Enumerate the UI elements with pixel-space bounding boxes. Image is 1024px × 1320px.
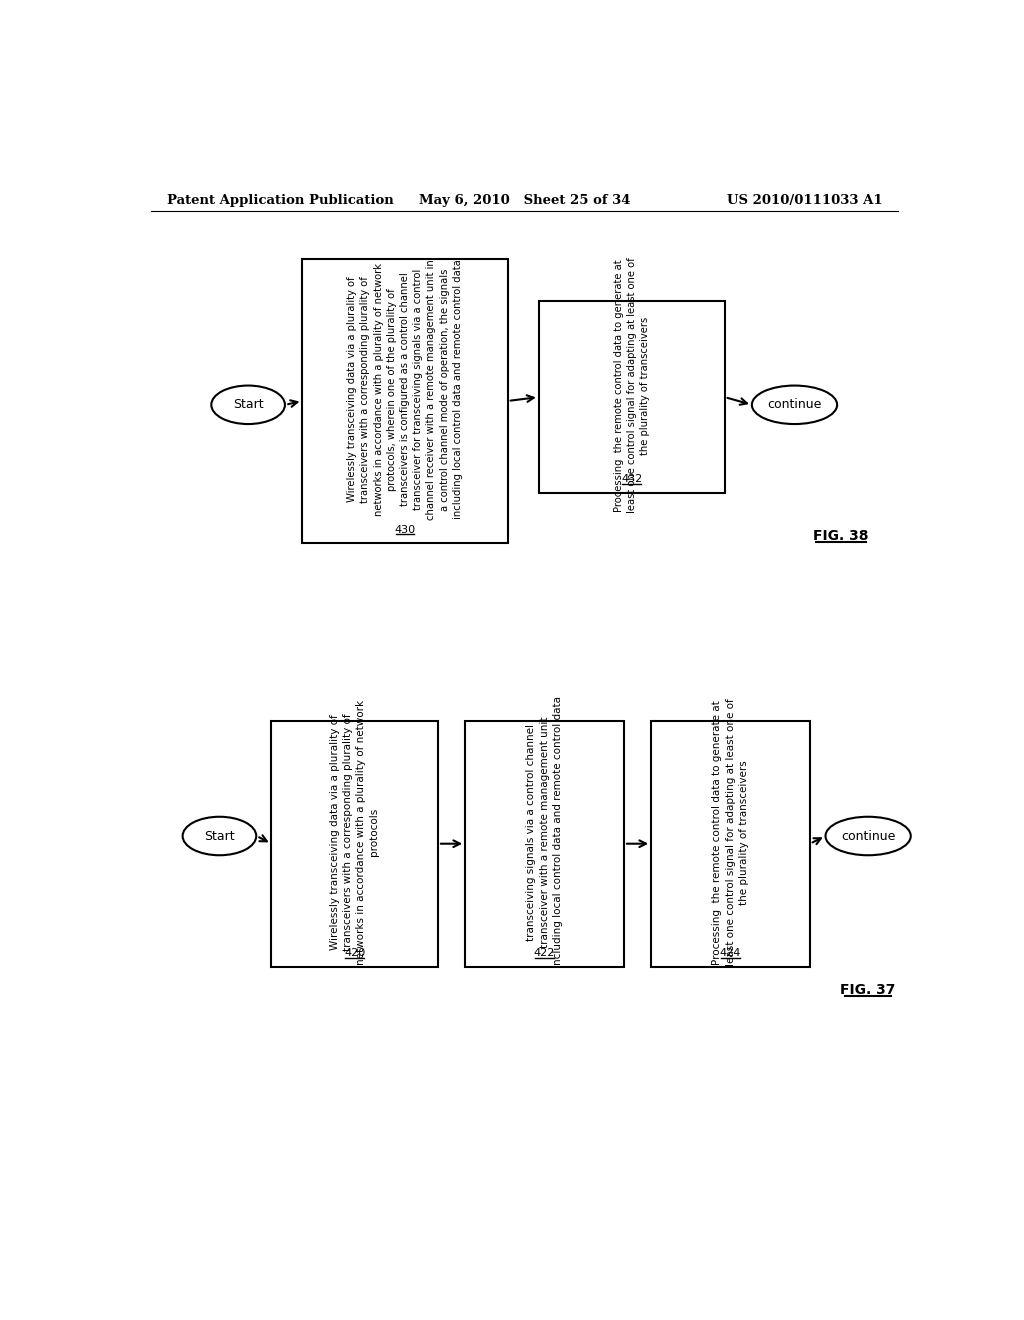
Text: transceiving signals via a control channel
transceiver with a remote management : transceiving signals via a control chann… — [526, 696, 563, 968]
FancyBboxPatch shape — [651, 721, 810, 966]
Text: Patent Application Publication: Patent Application Publication — [167, 194, 393, 207]
Text: Wirelessly transceiving data via a plurality of
transceivers with a correspondin: Wirelessly transceiving data via a plura… — [330, 700, 380, 965]
Text: 432: 432 — [622, 474, 642, 484]
Text: continue: continue — [767, 399, 821, 412]
Text: Start: Start — [204, 829, 234, 842]
Text: US 2010/0111033 A1: US 2010/0111033 A1 — [727, 194, 883, 207]
Text: 420: 420 — [344, 948, 366, 958]
Text: 424: 424 — [720, 948, 741, 958]
FancyBboxPatch shape — [539, 301, 725, 494]
FancyBboxPatch shape — [271, 721, 438, 966]
Text: FIG. 38: FIG. 38 — [813, 529, 868, 543]
Text: 430: 430 — [394, 524, 416, 535]
Text: May 6, 2010   Sheet 25 of 34: May 6, 2010 Sheet 25 of 34 — [419, 194, 631, 207]
Text: 422: 422 — [534, 948, 555, 958]
Text: FIG. 37: FIG. 37 — [841, 983, 896, 997]
Text: Processing  the remote control data to generate at
least one control signal for : Processing the remote control data to ge… — [613, 257, 650, 513]
Text: Processing  the remote control data to generate at
least one control signal for : Processing the remote control data to ge… — [713, 698, 749, 966]
Text: Wirelessly transceiving data via a plurality of
transceivers with a correspondin: Wirelessly transceiving data via a plura… — [347, 259, 463, 520]
FancyBboxPatch shape — [302, 259, 508, 544]
Text: Start: Start — [232, 399, 263, 412]
FancyBboxPatch shape — [465, 721, 624, 966]
Text: continue: continue — [841, 829, 895, 842]
